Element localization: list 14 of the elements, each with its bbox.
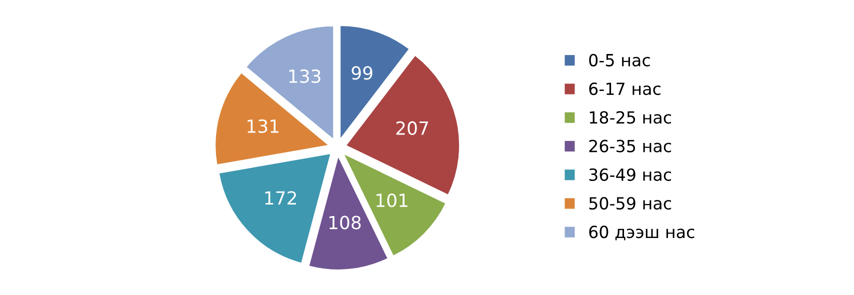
data-label: 101 [376,194,408,208]
legend-label: 0-5 нас [589,54,650,66]
legend-label: 50-59 нас [589,196,672,210]
data-label: 133 [289,69,320,84]
legend-label: 60 дээш нас [589,226,694,240]
data-label: 108 [329,216,361,230]
legend-label: 36-49 нас [589,168,672,181]
data-label: 131 [248,119,278,133]
data-label: 99 [352,66,372,80]
data-label: 172 [265,191,296,205]
legend-label: 26-35 нас [589,140,672,152]
data-label: 207 [396,121,428,135]
legend-label: 6-17 нас [589,82,660,96]
legend-label: 18-25 нас [590,111,672,124]
